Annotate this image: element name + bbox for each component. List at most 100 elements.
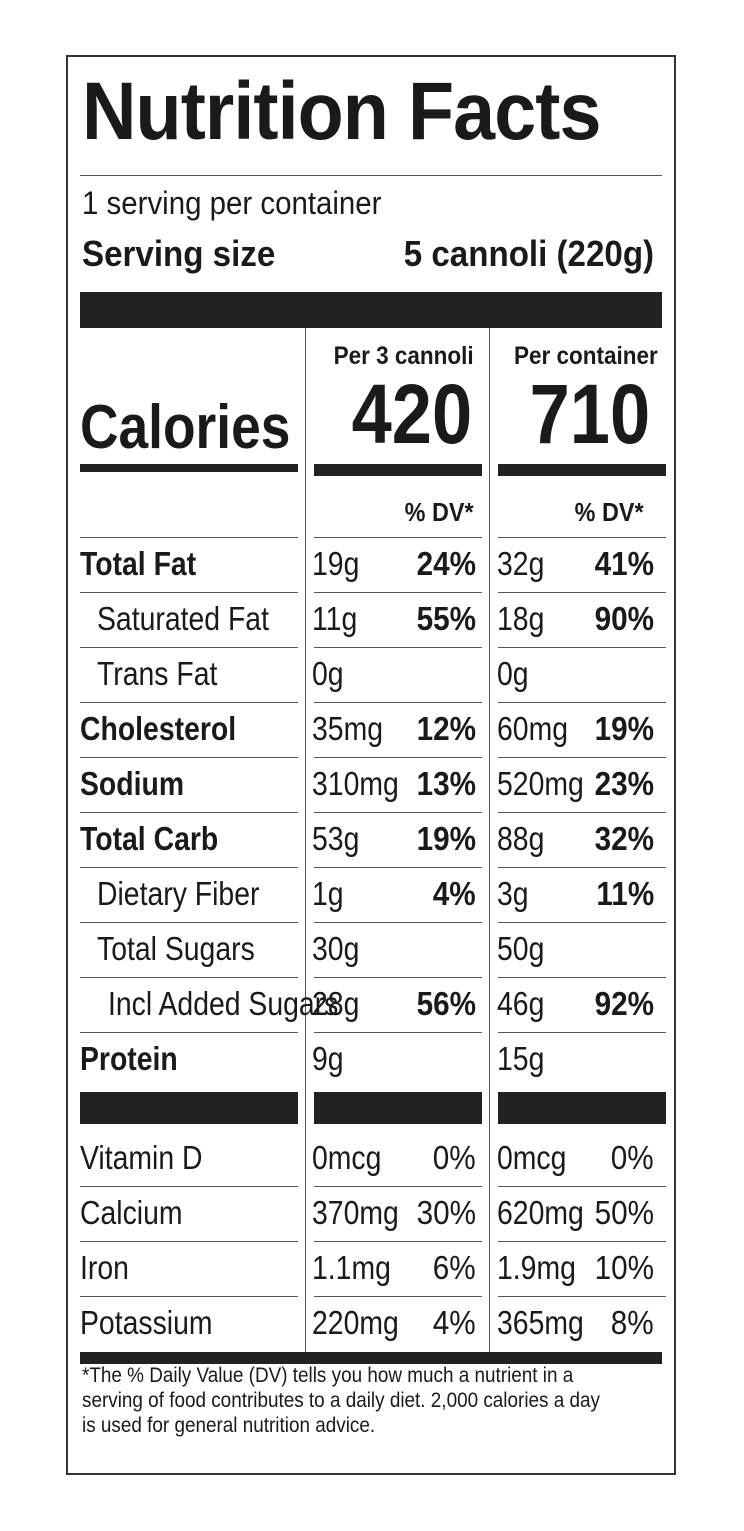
nutrient-name: Potassium <box>80 1304 213 1341</box>
amount-per-container: 15g <box>497 1040 545 1077</box>
nutrient-row-total-carb: Total Carb 53g 19% 88g 32% <box>68 812 678 867</box>
nutrient-name: Sodium <box>80 765 185 802</box>
column-header-per-container: Per container <box>514 342 658 370</box>
dv-per-container: 8% <box>611 1304 654 1341</box>
vitamin-divider-bar <box>314 1092 482 1124</box>
nutrient-name: Dietary Fiber <box>97 875 260 912</box>
amount-per-3-cannoli: 30g <box>312 930 360 967</box>
amount-per-container: 60mg <box>497 710 569 747</box>
row-divider <box>498 1241 666 1242</box>
dv-per-3-cannoli: 4% <box>433 1304 476 1341</box>
row-divider <box>80 812 298 813</box>
amount-per-3-cannoli: 28g <box>312 985 360 1022</box>
amount-per-3-cannoli: 220mg <box>312 1304 399 1341</box>
amount-per-container: 32g <box>497 545 545 582</box>
nutrient-row-total-sugars: Total Sugars 30g 50g <box>68 922 678 977</box>
vitamin-divider-bar <box>498 1092 666 1124</box>
row-divider <box>498 592 666 593</box>
amount-per-3-cannoli: 310mg <box>312 765 399 802</box>
nutrient-name: Protein <box>80 1040 178 1077</box>
serving-size-value: 5 cannoli (220g) <box>403 233 654 274</box>
amount-per-container: 365mg <box>497 1304 584 1341</box>
row-divider <box>80 537 298 538</box>
dv-per-3-cannoli: 19% <box>416 820 476 857</box>
column-divider <box>305 328 306 1352</box>
amount-per-3-cannoli: 19g <box>312 545 360 582</box>
row-divider <box>314 647 482 648</box>
nutrient-row-sodium: Sodium 310mg 13% 520mg 23% <box>68 757 678 812</box>
calories-underline <box>80 464 298 472</box>
row-divider <box>314 977 482 978</box>
row-divider <box>80 702 298 703</box>
amount-per-3-cannoli: 1.1mg <box>312 1249 391 1286</box>
amount-per-container: 50g <box>497 930 545 967</box>
dv-per-container: 23% <box>594 765 654 802</box>
servings-per-container: 1 serving per container <box>82 185 382 221</box>
calories-value-per-3-cannoli: 420 <box>351 367 472 461</box>
amount-per-3-cannoli: 1g <box>312 875 344 912</box>
nutrient-name: Vitamin D <box>80 1139 203 1176</box>
row-divider <box>314 537 482 538</box>
row-divider <box>498 1032 666 1033</box>
nutrient-name: Incl Added Sugars <box>108 985 339 1022</box>
footer-divider-bar <box>80 1352 662 1364</box>
nutrient-row-calcium: Calcium 370mg 30% 620mg 50% <box>68 1186 678 1241</box>
row-divider <box>314 922 482 923</box>
nutrient-row-potassium: Potassium 220mg 4% 365mg 8% <box>68 1296 678 1351</box>
dv-header: % DV* <box>405 497 474 527</box>
row-divider <box>498 812 666 813</box>
label-title: Nutrition Facts <box>82 66 601 157</box>
dv-per-container: 92% <box>594 985 654 1022</box>
row-divider <box>498 1186 666 1187</box>
dv-per-container: 90% <box>594 600 654 637</box>
dv-per-3-cannoli: 0% <box>433 1139 476 1176</box>
nutrient-row-total-fat: Total Fat 19g 24% 32g 41% <box>68 537 678 592</box>
nutrient-name: Total Carb <box>80 820 219 857</box>
amount-per-3-cannoli: 370mg <box>312 1194 399 1231</box>
row-divider <box>314 702 482 703</box>
row-divider <box>314 867 482 868</box>
divider <box>80 175 662 176</box>
nutrient-row-cholesterol: Cholesterol 35mg 12% 60mg 19% <box>68 702 678 757</box>
dv-per-3-cannoli: 55% <box>416 600 476 637</box>
amount-per-3-cannoli: 0mcg <box>312 1139 382 1176</box>
row-divider <box>80 1186 298 1187</box>
nutrient-row-incl-added-sugars: Incl Added Sugars 28g 56% 46g 92% <box>68 977 678 1032</box>
amount-per-3-cannoli: 35mg <box>312 710 384 747</box>
dv-per-3-cannoli: 12% <box>416 710 476 747</box>
nutrient-name: Trans Fat <box>97 655 218 692</box>
row-divider <box>80 647 298 648</box>
amount-per-container: 18g <box>497 600 545 637</box>
dv-per-3-cannoli: 6% <box>433 1249 476 1286</box>
dv-per-container: 0% <box>611 1139 654 1176</box>
vitamin-divider-bar <box>80 1092 298 1124</box>
row-divider <box>314 1186 482 1187</box>
row-divider <box>498 977 666 978</box>
row-divider <box>80 977 298 978</box>
amount-per-container: 3g <box>497 875 529 912</box>
nutrient-name: Cholesterol <box>80 710 237 747</box>
serving-size-label: Serving size <box>82 233 276 274</box>
calories-value-per-container: 710 <box>529 367 650 461</box>
amount-per-container: 0g <box>497 655 529 692</box>
dv-per-container: 19% <box>594 710 654 747</box>
amount-per-3-cannoli: 9g <box>312 1040 344 1077</box>
nutrient-row-dietary-fiber: Dietary Fiber 1g 4% 3g 11% <box>68 867 678 922</box>
row-divider <box>314 757 482 758</box>
row-divider <box>80 922 298 923</box>
daily-value-footnote: *The % Daily Value (DV) tells you how mu… <box>82 1364 600 1437</box>
column-header-per-3-cannoli: Per 3 cannoli <box>333 342 474 370</box>
calories-bar <box>498 464 666 476</box>
nutrient-row-saturated-fat: Saturated Fat 11g 55% 18g 90% <box>68 592 678 647</box>
nutrient-name: Iron <box>80 1249 129 1286</box>
amount-per-container: 1.9mg <box>497 1249 576 1286</box>
calories-bar <box>314 464 482 476</box>
row-divider <box>80 1296 298 1297</box>
row-divider <box>498 867 666 868</box>
row-divider <box>80 867 298 868</box>
dv-per-container: 32% <box>594 820 654 857</box>
row-divider <box>314 1032 482 1033</box>
dv-per-3-cannoli: 24% <box>416 545 476 582</box>
row-divider <box>80 757 298 758</box>
dv-per-3-cannoli: 56% <box>416 985 476 1022</box>
